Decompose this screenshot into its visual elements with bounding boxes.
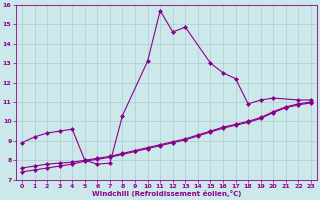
X-axis label: Windchill (Refroidissement éolien,°C): Windchill (Refroidissement éolien,°C) [92, 190, 241, 197]
